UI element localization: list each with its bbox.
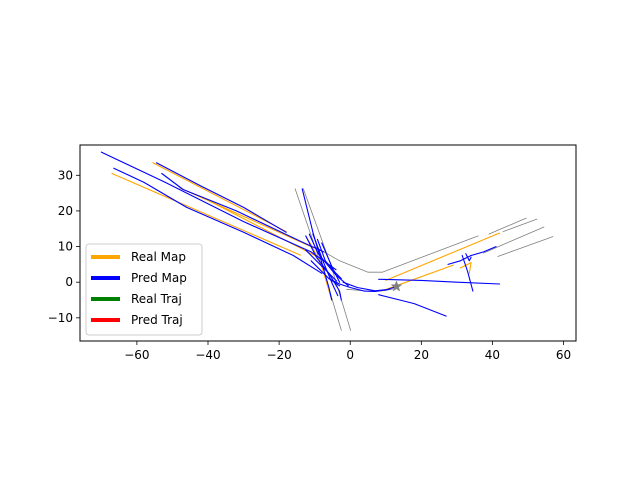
real-line-15	[459, 262, 472, 274]
pred-line-30	[378, 278, 501, 285]
x-tick-label-4: 20	[414, 348, 429, 362]
boundary-line-2	[314, 235, 479, 273]
series-layer	[100, 151, 554, 331]
pred-line-25	[321, 242, 341, 283]
legend-label-real-traj: Real Traj	[131, 292, 182, 306]
marker-layer	[390, 280, 403, 292]
boundary-line-7	[502, 218, 538, 233]
pred-line-33	[470, 246, 497, 257]
x-tick-label-1: −40	[195, 348, 220, 362]
pred-line-17	[113, 167, 323, 274]
pred-line-18	[161, 172, 325, 253]
legend-box	[85, 243, 203, 336]
legend: Real Map Pred Map Real Traj Pred Traj	[85, 243, 203, 336]
y-axis-ticks: −10 0 10 20 30	[48, 168, 80, 325]
pred-line-29	[342, 281, 390, 292]
boundary-line-5	[488, 217, 527, 235]
y-tick-label-4: 30	[58, 168, 73, 182]
legend-label-pred-map: Pred Map	[131, 271, 187, 285]
pred-line-22	[308, 233, 349, 287]
pred-line-27	[305, 249, 338, 282]
legend-label-real-map: Real Map	[131, 250, 186, 264]
real-line-8	[111, 172, 301, 256]
real-line-11	[207, 199, 319, 258]
plot-frame	[79, 144, 577, 342]
pred-line-31	[378, 294, 447, 317]
x-tick-label-5: 40	[485, 348, 500, 362]
real-line-10	[179, 187, 312, 248]
y-tick-label-0: −10	[48, 311, 73, 325]
real-line-9	[152, 162, 287, 233]
pred-line-16	[100, 151, 337, 271]
pred-line-20	[301, 188, 333, 301]
boundary-line-4	[483, 226, 545, 254]
x-tick-label-3: 0	[346, 348, 354, 362]
y-tick-label-2: 10	[58, 240, 73, 254]
pred-line-35	[465, 253, 472, 262]
pred-line-24	[316, 238, 342, 280]
x-axis-ticks: −60 −40 −20 0 20 40 60	[124, 341, 571, 362]
x-tick-label-0: −60	[124, 348, 149, 362]
y-tick-label-3: 20	[58, 204, 73, 218]
pred-line-19	[155, 162, 287, 233]
legend-label-pred-traj: Pred Traj	[131, 313, 183, 327]
ego-star-marker	[390, 280, 403, 292]
pred-line-34	[461, 254, 474, 292]
real-line-13	[385, 232, 501, 281]
pred-line-23	[312, 233, 339, 297]
x-tick-label-6: 60	[556, 348, 571, 362]
y-tick-label-1: 0	[65, 275, 73, 289]
boundary-line-6	[497, 236, 554, 257]
x-tick-label-2: −20	[266, 348, 291, 362]
